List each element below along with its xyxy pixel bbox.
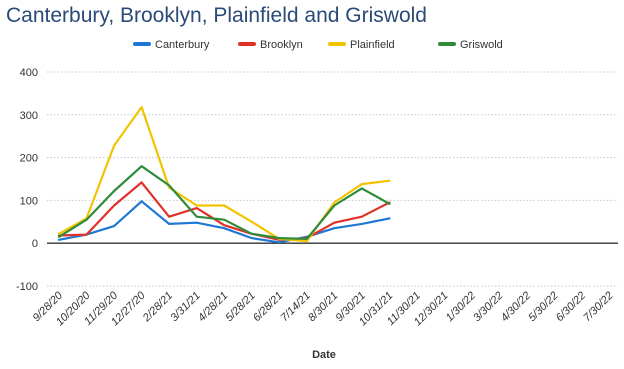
x-axis-label: Date xyxy=(312,349,336,361)
legend-label: Griswold xyxy=(460,39,503,51)
series-line-brooklyn xyxy=(57,181,391,241)
series-line-griswold xyxy=(57,165,391,240)
x-axis-ticks: 9/28/2010/20/2011/29/2012/27/202/28/213/… xyxy=(31,289,616,328)
legend-label: Canterbury xyxy=(155,39,210,51)
y-tick-label: 400 xyxy=(20,67,38,79)
series-line-plainfield xyxy=(57,105,391,243)
gridlines xyxy=(47,71,618,287)
x-tick-label: 5/28/21 xyxy=(223,290,257,324)
x-tick-label: 6/28/21 xyxy=(251,290,285,324)
x-tick-label: 5/30/22 xyxy=(526,290,560,324)
series-line-canterbury xyxy=(57,200,391,244)
x-tick-label: 6/30/22 xyxy=(554,290,588,324)
x-tick-label: 2/28/21 xyxy=(140,290,175,325)
x-tick-label: 7/30/22 xyxy=(581,290,615,324)
y-axis-ticks: -100 0 100 200 300 400 xyxy=(16,67,38,293)
chart-title: Canterbury, Brooklyn, Plainfield and Gri… xyxy=(6,4,427,27)
x-tick-label: 3/31/21 xyxy=(168,290,202,324)
x-tick-label: 3/30/22 xyxy=(471,290,505,324)
x-tick-label: 4/28/21 xyxy=(196,290,230,324)
legend-label: Plainfield xyxy=(350,39,395,51)
legend: Canterbury Brooklyn Plainfield Griswold xyxy=(133,39,503,51)
y-tick-label: 200 xyxy=(20,153,38,165)
y-tick-label: -100 xyxy=(16,281,38,293)
x-tick-label: 8/30/21 xyxy=(306,290,340,324)
y-tick-label: 0 xyxy=(32,238,38,250)
legend-label: Brooklyn xyxy=(260,39,303,51)
plot-area xyxy=(57,105,391,244)
y-tick-label: 100 xyxy=(20,195,38,207)
y-tick-label: 300 xyxy=(20,110,38,122)
x-tick-label: 7/14/21 xyxy=(278,290,312,324)
x-tick-label: 4/30/22 xyxy=(499,290,533,324)
x-tick-label: 1/30/22 xyxy=(444,290,478,324)
